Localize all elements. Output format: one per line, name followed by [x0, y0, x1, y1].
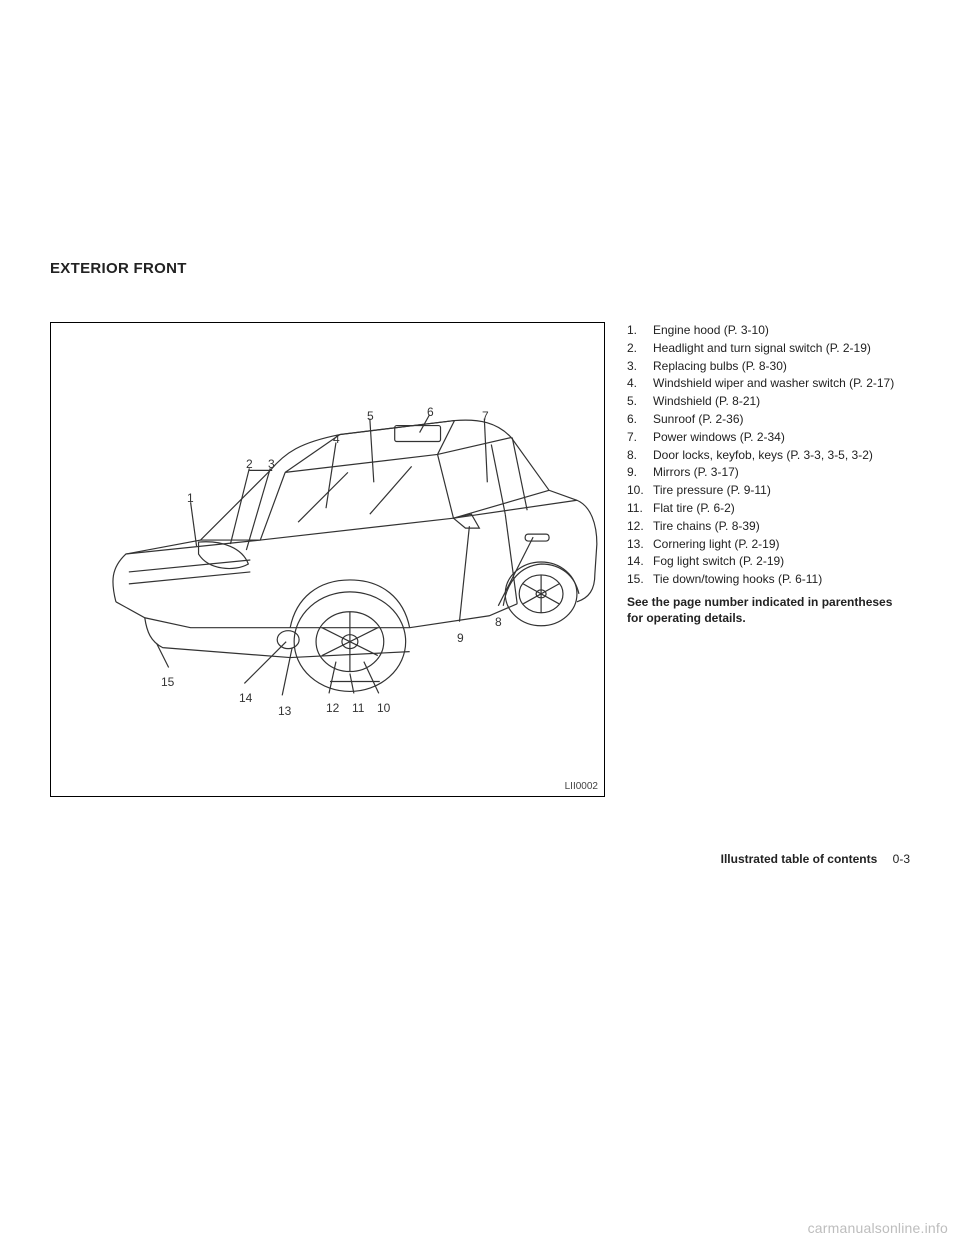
legend-item-text: Fog light switch (P. 2-19) [653, 553, 910, 570]
legend-item-text: Tire chains (P. 8-39) [653, 518, 910, 535]
callout-number: 7 [482, 409, 489, 423]
legend-item-text: Cornering light (P. 2-19) [653, 536, 910, 553]
page-footer: Illustrated table of contents 0-3 [721, 852, 910, 866]
legend-item-text: Flat tire (P. 6-2) [653, 500, 910, 517]
legend-item: 11.Flat tire (P. 6-2) [627, 500, 910, 517]
diagram-box: 123456789101112131415 LII0002 [50, 322, 605, 797]
legend-item: 15.Tie down/towing hooks (P. 6-11) [627, 571, 910, 588]
legend-item: 5.Windshield (P. 8-21) [627, 393, 910, 410]
callout-number: 9 [457, 631, 464, 645]
legend-footnote: See the page number indicated in parenth… [627, 594, 910, 626]
legend-item: 4.Windshield wiper and washer switch (P.… [627, 375, 910, 392]
footer-label: Illustrated table of contents [721, 852, 878, 866]
legend-item-number: 14. [627, 553, 653, 570]
legend-item-number: 9. [627, 464, 653, 481]
legend-item-text: Replacing bulbs (P. 8-30) [653, 358, 910, 375]
legend-item-text: Tie down/towing hooks (P. 6-11) [653, 571, 910, 588]
legend-item-number: 4. [627, 375, 653, 392]
callout-number: 4 [333, 432, 340, 446]
legend-item: 6.Sunroof (P. 2-36) [627, 411, 910, 428]
legend-item-text: Tire pressure (P. 9-11) [653, 482, 910, 499]
callout-number: 14 [239, 691, 252, 705]
legend-item-number: 7. [627, 429, 653, 446]
legend-item-number: 12. [627, 518, 653, 535]
callout-number: 12 [326, 701, 339, 715]
legend-item-text: Windshield wiper and washer switch (P. 2… [653, 375, 910, 392]
legend-item-text: Power windows (P. 2-34) [653, 429, 910, 446]
legend-item: 14.Fog light switch (P. 2-19) [627, 553, 910, 570]
legend-item-number: 1. [627, 322, 653, 339]
legend-item-text: Windshield (P. 8-21) [653, 393, 910, 410]
legend-item-text: Sunroof (P. 2-36) [653, 411, 910, 428]
callout-number: 11 [352, 701, 364, 715]
legend-item-number: 6. [627, 411, 653, 428]
legend-item-number: 15. [627, 571, 653, 588]
callout-number: 5 [367, 409, 374, 423]
diagram-id-label: LII0002 [565, 781, 598, 792]
footer-page-number: 0-3 [893, 852, 910, 866]
legend-item: 7.Power windows (P. 2-34) [627, 429, 910, 446]
callout-number: 1 [187, 491, 194, 505]
legend-item-number: 8. [627, 447, 653, 464]
legend-item: 3.Replacing bulbs (P. 8-30) [627, 358, 910, 375]
legend-item-number: 10. [627, 482, 653, 499]
legend-item: 9.Mirrors (P. 3-17) [627, 464, 910, 481]
legend-item-number: 3. [627, 358, 653, 375]
legend-item: 8.Door locks, keyfob, keys (P. 3-3, 3-5,… [627, 447, 910, 464]
legend-item: 13.Cornering light (P. 2-19) [627, 536, 910, 553]
legend-item-number: 2. [627, 340, 653, 357]
callout-number: 2 [246, 457, 253, 471]
callout-number: 13 [278, 704, 291, 718]
callout-number: 3 [268, 457, 275, 471]
callout-number: 8 [495, 615, 502, 629]
legend-item-text: Headlight and turn signal switch (P. 2-1… [653, 340, 910, 357]
callout-number: 10 [377, 701, 390, 715]
legend-item-text: Mirrors (P. 3-17) [653, 464, 910, 481]
callout-number: 6 [427, 405, 434, 419]
callout-number: 15 [161, 675, 174, 689]
legend-item: 10.Tire pressure (P. 9-11) [627, 482, 910, 499]
legend-column: 1.Engine hood (P. 3-10)2.Headlight and t… [627, 322, 910, 626]
legend-item: 12.Tire chains (P. 8-39) [627, 518, 910, 535]
content-row: 123456789101112131415 LII0002 1.Engine h… [50, 322, 910, 797]
section-title: EXTERIOR FRONT [50, 260, 910, 277]
car-diagram-svg [51, 323, 604, 796]
legend-item-text: Engine hood (P. 3-10) [653, 322, 910, 339]
legend-item-number: 13. [627, 536, 653, 553]
legend-item: 1.Engine hood (P. 3-10) [627, 322, 910, 339]
legend-item: 2.Headlight and turn signal switch (P. 2… [627, 340, 910, 357]
legend-item-number: 5. [627, 393, 653, 410]
legend-item-number: 11. [627, 500, 653, 517]
legend-item-text: Door locks, keyfob, keys (P. 3-3, 3-5, 3… [653, 447, 910, 464]
watermark-text: carmanualsonline.info [808, 1220, 948, 1236]
legend-list: 1.Engine hood (P. 3-10)2.Headlight and t… [627, 322, 910, 588]
